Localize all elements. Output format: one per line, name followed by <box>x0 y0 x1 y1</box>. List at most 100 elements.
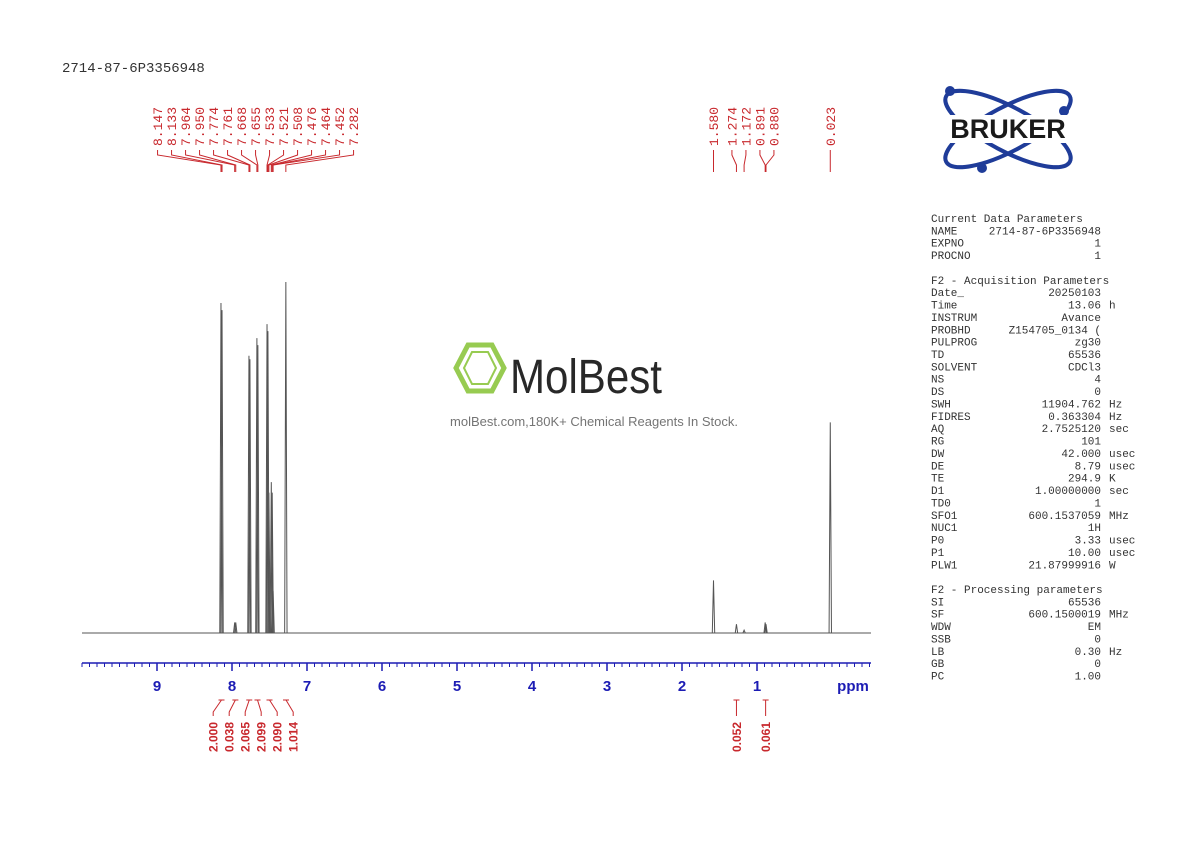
peak-leader <box>731 150 737 172</box>
parameter-value: 0 <box>1094 659 1101 671</box>
peak-label: 7.476 <box>305 107 320 146</box>
integral-label: 2.065 <box>239 722 253 752</box>
peak-leader <box>255 150 259 172</box>
parameter-value: 20250103 <box>1048 288 1101 300</box>
peak-label: 7.655 <box>249 107 264 146</box>
parameter-value: 0.363304 <box>1048 412 1101 424</box>
parameter-value: 1 <box>1094 498 1101 510</box>
x-tick-label: 9 <box>153 678 161 695</box>
sample-title: 2714-87-6P3356948 <box>62 61 205 77</box>
parameter-name: P1 <box>931 548 945 560</box>
peak <box>255 338 259 634</box>
x-tick-label: 6 <box>378 678 386 695</box>
peak-leader <box>285 150 355 172</box>
parameter-value: 11904.762 <box>1042 399 1101 411</box>
integral-label: 0.052 <box>730 722 744 752</box>
integral-bracket <box>733 699 740 716</box>
peak-leader <box>157 150 222 172</box>
peak-label: 7.282 <box>347 107 362 146</box>
parameter-value: 2714-87-6P3356948 <box>989 226 1101 238</box>
parameter-name: PULPROG <box>931 338 977 350</box>
parameter-name: PROBHD <box>931 325 971 337</box>
peak-label: 0.023 <box>824 107 839 146</box>
parameter-name: SSB <box>931 634 951 646</box>
peak <box>234 622 238 634</box>
parameter-value: 3.33 <box>1075 536 1101 548</box>
parameter-unit: K <box>1109 474 1116 486</box>
parameter-name: WDW <box>931 622 951 634</box>
parameter-value: EM <box>1088 622 1101 634</box>
x-tick-label: 2 <box>678 678 686 695</box>
x-axis-label: ppm <box>837 678 869 695</box>
watermark: MolBest molBest.com,180K+ Chemical Reage… <box>450 342 738 429</box>
peak-leader <box>765 150 775 172</box>
peak <box>247 355 251 634</box>
integral-label: 1.014 <box>287 722 301 752</box>
peak-label: 7.668 <box>235 107 250 146</box>
peak-label: 1.580 <box>707 107 722 146</box>
parameter-unit: MHz <box>1109 511 1129 523</box>
parameter-name: D1 <box>931 486 945 498</box>
parameter-value: 1.00000000 <box>1035 486 1101 498</box>
parameter-value: zg30 <box>1075 338 1101 350</box>
parameter-name: TD0 <box>931 498 951 510</box>
parameter-name: DS <box>931 387 945 399</box>
parameter-name: PC <box>931 672 945 684</box>
parameter-value: 65536 <box>1068 350 1101 362</box>
peak-label: 1.274 <box>725 107 740 146</box>
peak <box>256 345 260 634</box>
parameter-value: 1 <box>1094 251 1101 263</box>
peak-leader <box>266 150 271 172</box>
parameter-value: CDCl3 <box>1068 362 1101 374</box>
integral-bracket <box>266 699 278 716</box>
peak-leader <box>213 150 250 172</box>
peak-leader <box>759 150 766 172</box>
parameter-name: SF <box>931 610 944 622</box>
parameter-unit: h <box>1109 301 1116 313</box>
parameter-value: Avance <box>1061 313 1101 325</box>
peak-leader <box>241 150 258 172</box>
parameter-name: DW <box>931 449 945 461</box>
parameter-value: 21.87999916 <box>1028 560 1101 572</box>
peak-leader <box>271 150 327 172</box>
parameter-value: 0 <box>1094 387 1101 399</box>
peak-label: 0.891 <box>753 107 768 146</box>
peak-label: 1.172 <box>739 107 754 146</box>
peak-label: 7.533 <box>263 107 278 146</box>
peak-label: 7.464 <box>319 107 334 146</box>
watermark-brand: MolBest <box>510 351 662 404</box>
parameter-unit: usec <box>1109 548 1135 560</box>
parameter-name: PLW1 <box>931 560 958 572</box>
peak-leader <box>171 150 223 172</box>
parameter-name: TE <box>931 474 945 486</box>
parameter-name: FIDRES <box>931 412 971 424</box>
peak-label: 7.774 <box>207 107 222 146</box>
logo-dot <box>1059 106 1069 116</box>
parameter-value: 0 <box>1094 634 1101 646</box>
bruker-logo: BRUKER <box>924 86 1092 173</box>
x-tick-label: 4 <box>528 678 537 695</box>
parameter-unit: sec <box>1109 486 1129 498</box>
parameter-name: INSTRUM <box>931 313 977 325</box>
parameter-name: P0 <box>931 536 944 548</box>
watermark-hexagon <box>453 342 507 394</box>
integral-label: 2.090 <box>271 722 285 752</box>
peak-leader <box>743 150 747 172</box>
parameter-unit: sec <box>1109 424 1129 436</box>
parameter-value: 13.06 <box>1068 301 1101 313</box>
parameter-name: NUC1 <box>931 523 958 535</box>
watermark-ring <box>462 351 498 385</box>
parameter-value: 1.00 <box>1075 672 1101 684</box>
integral-bracket <box>244 699 253 716</box>
parameter-name: Date_ <box>931 288 964 300</box>
peak-leader <box>270 150 313 172</box>
logo-dot <box>945 86 955 96</box>
integral-label: 0.038 <box>223 722 237 752</box>
parameter-name: NS <box>931 375 945 387</box>
parameter-unit: Hz <box>1109 399 1122 411</box>
parameter-name: PROCNO <box>931 251 971 263</box>
peak <box>265 324 269 634</box>
parameter-value: 42.000 <box>1061 449 1101 461</box>
